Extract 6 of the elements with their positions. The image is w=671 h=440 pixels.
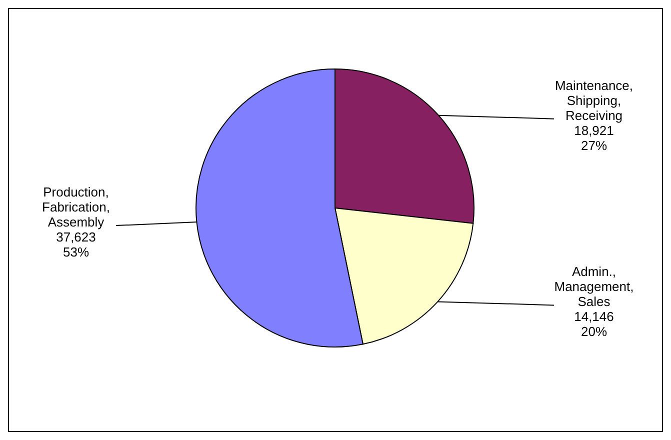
slice-label: Production, Fabrication, Assembly xyxy=(42,184,110,230)
slice-label: Maintenance, Shipping, Receiving xyxy=(554,78,634,123)
data-label: 14,146 20% xyxy=(574,309,614,340)
slice-label: Admin., Management, Sales xyxy=(554,264,634,310)
data-label: 37,623 53% xyxy=(56,230,96,260)
data-label: 18,921 27% xyxy=(574,122,614,153)
